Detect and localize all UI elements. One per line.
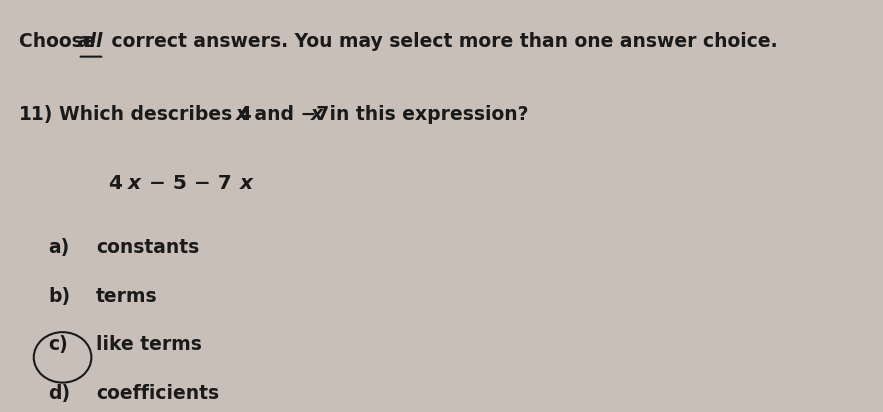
Text: like terms: like terms <box>96 335 202 354</box>
Text: Choose: Choose <box>19 33 102 52</box>
Text: d): d) <box>49 384 71 403</box>
Text: a): a) <box>49 238 70 257</box>
Text: − 5 − 7: − 5 − 7 <box>142 174 231 193</box>
Text: in this expression?: in this expression? <box>322 105 528 124</box>
Text: x: x <box>236 105 247 124</box>
Text: constants: constants <box>96 238 200 257</box>
Text: correct answers. You may select more than one answer choice.: correct answers. You may select more tha… <box>105 33 778 52</box>
Text: 4: 4 <box>109 174 122 193</box>
Text: x: x <box>128 174 141 193</box>
Text: 11): 11) <box>19 105 53 124</box>
Text: and −7: and −7 <box>248 105 329 124</box>
Text: Which describes 4: Which describes 4 <box>58 105 252 124</box>
Text: terms: terms <box>96 287 158 306</box>
Text: x: x <box>240 174 253 193</box>
Text: c): c) <box>49 335 68 354</box>
Text: coefficients: coefficients <box>96 384 219 403</box>
Text: x: x <box>311 105 323 124</box>
Text: b): b) <box>49 287 71 306</box>
Text: all: all <box>78 33 103 52</box>
